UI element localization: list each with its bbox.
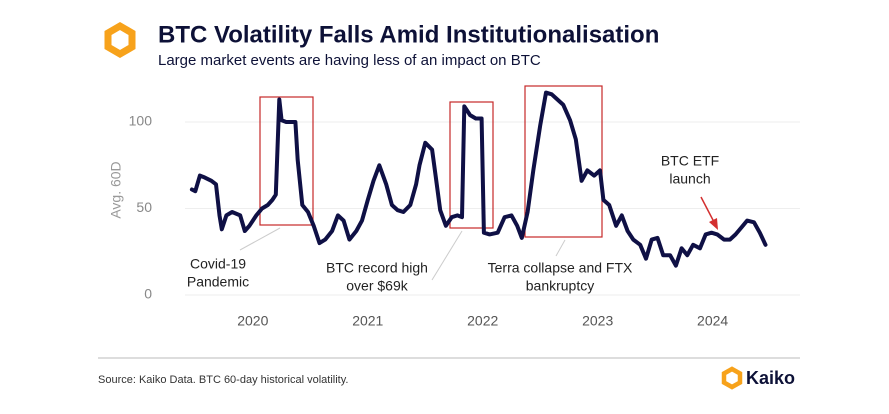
- x-tick-label: 2024: [697, 313, 728, 329]
- line-series: [189, 90, 768, 268]
- highlight-box: [524, 85, 603, 238]
- annotation: BTC record high: [326, 260, 428, 276]
- etf-arrow: [700, 196, 718, 230]
- chart-title: BTC Volatility Falls Amid Institutionali…: [158, 21, 659, 48]
- y-tick-label: 100: [129, 113, 153, 129]
- logo-icon: [104, 21, 136, 59]
- source-note: Source: Kaiko Data. BTC 60-day historica…: [98, 374, 348, 386]
- y-tick-label: 0: [144, 286, 152, 302]
- annotation: over $69k: [346, 278, 408, 294]
- highlight-box: [259, 96, 314, 226]
- leader-line: [431, 230, 463, 281]
- highlight-box: [449, 101, 494, 229]
- leader-line: [239, 227, 281, 251]
- x-tick-label: 2023: [582, 313, 613, 329]
- brand-name: Kaiko: [746, 368, 795, 388]
- annotation: bankruptcy: [526, 278, 594, 294]
- annotation: Pandemic: [187, 274, 249, 290]
- annotation: launch: [669, 171, 710, 187]
- annotation: BTC ETF: [661, 153, 719, 169]
- chart-subtitle: Large market events are having less of a…: [158, 52, 541, 69]
- highlight-boxes: [259, 85, 603, 238]
- x-tick-label: 2020: [237, 313, 268, 329]
- annotation: Terra collapse and FTX: [488, 260, 633, 276]
- x-tick-label: 2021: [352, 313, 383, 329]
- x-tick-label: 2022: [467, 313, 498, 329]
- y-axis-label: Avg. 60D: [108, 161, 124, 218]
- leader-line: [555, 239, 566, 257]
- brand-icon: [721, 366, 743, 390]
- y-tick-label: 50: [136, 199, 152, 215]
- annotation: Covid-19: [190, 256, 246, 272]
- leader-lines: [239, 227, 566, 281]
